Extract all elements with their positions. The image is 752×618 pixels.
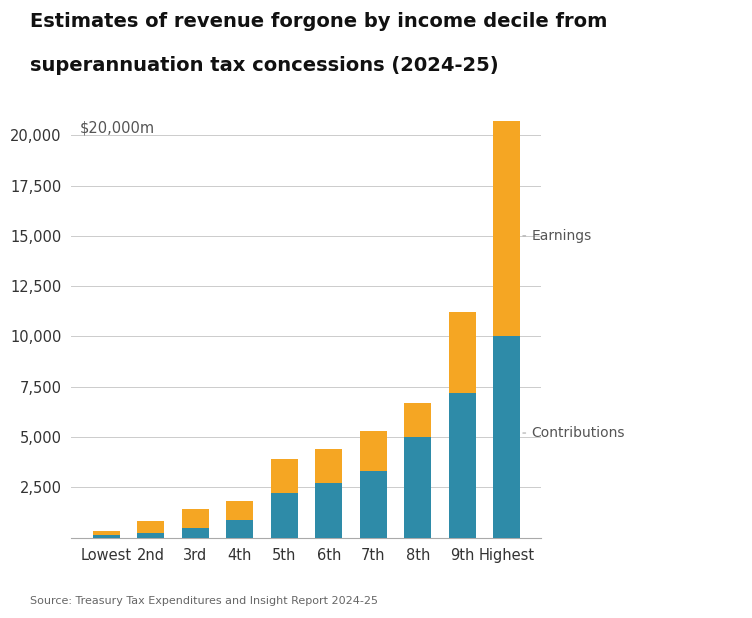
Text: Contributions: Contributions [523,426,625,440]
Bar [405,403,431,437]
Bar [315,483,342,538]
Bar [271,459,298,493]
Bar [315,449,342,483]
Bar [493,121,520,336]
Bar [138,533,164,538]
Text: The: The [467,566,487,575]
Text: Australia Institute: Australia Institute [504,563,690,581]
Bar [360,431,387,472]
Bar [226,520,253,538]
Text: Research that matters.: Research that matters. [504,591,624,600]
Bar [449,393,475,538]
Bar [92,531,120,535]
Text: Earnings: Earnings [523,229,592,243]
Bar [493,336,520,538]
Text: Estimates of revenue forgone by income decile from: Estimates of revenue forgone by income d… [30,12,608,32]
Bar [360,472,387,538]
Bar [449,312,475,393]
Text: superannuation tax concessions (2024-25): superannuation tax concessions (2024-25) [30,56,499,75]
Bar [405,437,431,538]
Bar [182,509,208,528]
Bar [138,520,164,533]
Text: $20,000m: $20,000m [80,121,155,135]
Text: Source: Treasury Tax Expenditures and Insight Report 2024-25: Source: Treasury Tax Expenditures and In… [30,596,378,606]
Bar [182,528,208,538]
Bar [271,493,298,538]
Bar [92,535,120,538]
Bar [226,501,253,520]
